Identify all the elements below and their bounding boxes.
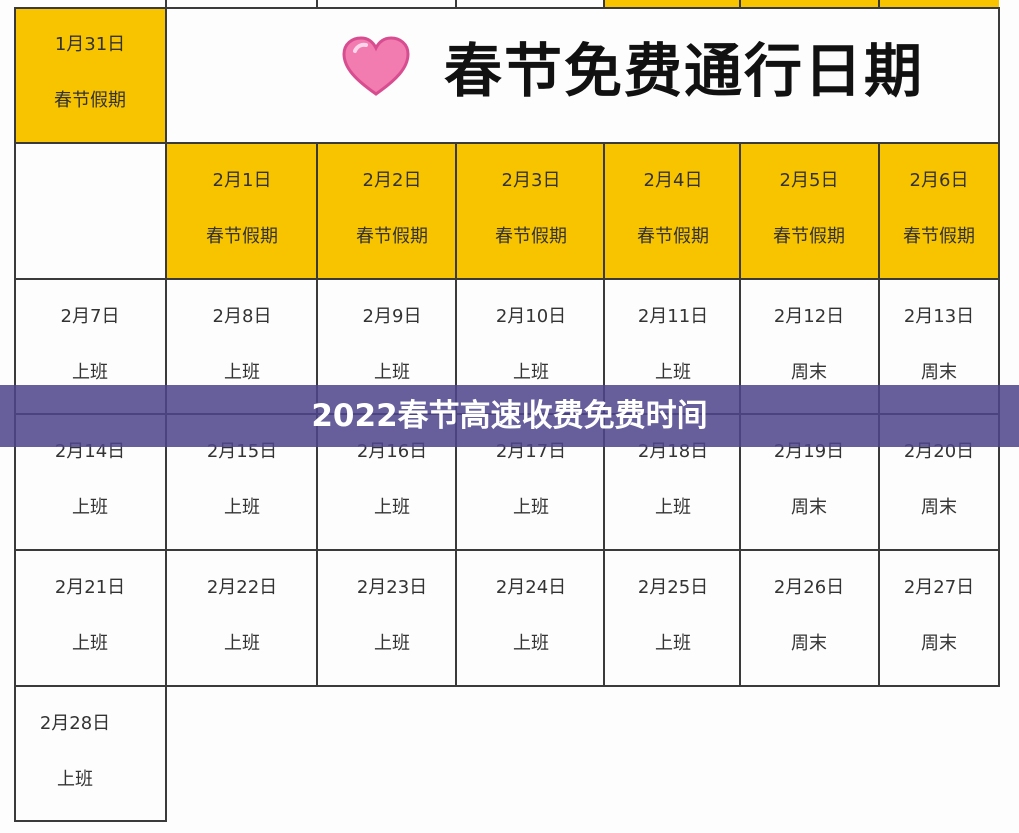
cell-status: 上班	[72, 633, 108, 654]
cell-status: 上班	[655, 633, 691, 654]
calendar-cell: 2月23日上班	[317, 551, 467, 685]
calendar-cell: 2月4日春节假期	[598, 144, 748, 278]
grid-line	[15, 549, 999, 551]
grid-line	[603, 0, 605, 8]
grid-line	[998, 7, 1000, 687]
grid-line	[15, 685, 999, 687]
grid-line	[316, 0, 318, 8]
banner-text: 2022春节高速收费免费时间	[311, 398, 708, 434]
cell-date: 2月10日	[495, 306, 567, 327]
calendar-cell: 2月6日春节假期	[864, 144, 1014, 278]
title-block: 春节免费通行日期	[340, 28, 924, 105]
cell-status: 春节假期	[206, 226, 278, 247]
cell-status: 上班	[655, 362, 691, 383]
heart-icon	[342, 36, 410, 96]
cell-status: 周末	[921, 633, 957, 654]
cell-date: 2月2日	[362, 170, 422, 191]
calendar-cell: 2月28日上班	[0, 687, 150, 821]
cell-date: 2月4日	[643, 170, 703, 191]
cell-status: 上班	[513, 497, 549, 518]
cell-date: 2月28日	[39, 713, 111, 734]
calendar-cell: 2月13日周末	[864, 280, 1014, 414]
cell-status: 上班	[374, 497, 410, 518]
cell-date: 2月6日	[909, 170, 969, 191]
cell-status: 周末	[791, 497, 827, 518]
cell-status: 上班	[655, 497, 691, 518]
calendar-cell: 2月1日春节假期	[167, 144, 317, 278]
grid-line	[15, 7, 999, 9]
cell-status: 周末	[791, 633, 827, 654]
first-cell-fill	[15, 8, 165, 142]
page-title: 春节免费通行日期	[444, 37, 925, 105]
cell-date: 2月5日	[779, 170, 839, 191]
grid-line	[15, 820, 167, 822]
cell-status: 上班	[513, 633, 549, 654]
cell-status: 上班	[374, 362, 410, 383]
calendar-cell: 2月9日上班	[317, 280, 467, 414]
cell-date: 2月24日	[495, 577, 567, 598]
cell-date: 2月13日	[903, 306, 975, 327]
cell-status: 上班	[72, 362, 108, 383]
cell-date: 1月31日	[54, 34, 126, 55]
cell-date: 2月12日	[773, 306, 845, 327]
calendar-cell: 2月10日上班	[456, 280, 606, 414]
cell-status: 春节假期	[495, 226, 567, 247]
cell-status: 上班	[224, 362, 260, 383]
cell-date: 2月21日	[54, 577, 126, 598]
calendar-cell: 2月26日周末	[734, 551, 884, 685]
calendar-cell: 2月2日春节假期	[317, 144, 467, 278]
calendar-cell: 2月7日上班	[15, 280, 165, 414]
cell-date: 2月25日	[637, 577, 709, 598]
cell-status: 周末	[921, 362, 957, 383]
calendar-cell: 2月25日上班	[598, 551, 748, 685]
top-strip-fill	[604, 0, 999, 7]
cell-date: 2月26日	[773, 577, 845, 598]
cell-status: 春节假期	[637, 226, 709, 247]
cell-status: 春节假期	[773, 226, 845, 247]
holiday-row-fill	[167, 144, 999, 278]
cell-date: 2月22日	[206, 577, 278, 598]
cell-status: 上班	[513, 362, 549, 383]
cell-date: 2月9日	[362, 306, 422, 327]
cell-status: 上班	[224, 633, 260, 654]
cell-status: 上班	[72, 497, 108, 518]
cell-date: 2月11日	[637, 306, 709, 327]
cell-date: 2月1日	[212, 170, 272, 191]
calendar-cell: 2月11日上班	[598, 280, 748, 414]
grid-line	[15, 142, 999, 144]
calendar-cell: 2月27日周末	[864, 551, 1014, 685]
cell-date: 2月8日	[212, 306, 272, 327]
calendar-cell: 2月24日上班	[456, 551, 606, 685]
grid-line	[15, 278, 999, 280]
calendar-cell: 2月12日周末	[734, 280, 884, 414]
first-cell: 1月31日 春节假期	[15, 8, 165, 142]
cell-status: 上班	[224, 497, 260, 518]
cell-status: 春节假期	[356, 226, 428, 247]
cell-status: 上班	[57, 769, 93, 790]
cell-date: 2月7日	[60, 306, 120, 327]
grid-line	[455, 0, 457, 8]
grid-line	[739, 0, 741, 8]
cell-date: 2月3日	[501, 170, 561, 191]
cell-status: 春节假期	[903, 226, 975, 247]
cell-date: 2月27日	[903, 577, 975, 598]
calendar-cell: 2月3日春节假期	[456, 144, 606, 278]
calendar-cell: 2月5日春节假期	[734, 144, 884, 278]
calendar-cell: 2月8日上班	[167, 280, 317, 414]
caption-banner: 2022春节高速收费免费时间	[0, 385, 1019, 447]
calendar-cell: 2月22日上班	[167, 551, 317, 685]
cell-status: 周末	[791, 362, 827, 383]
cell-status: 春节假期	[54, 90, 126, 111]
cell-status: 周末	[921, 497, 957, 518]
cell-status: 上班	[374, 633, 410, 654]
cell-date: 2月23日	[356, 577, 428, 598]
grid-line	[878, 0, 880, 8]
calendar-cell: 2月21日上班	[15, 551, 165, 685]
